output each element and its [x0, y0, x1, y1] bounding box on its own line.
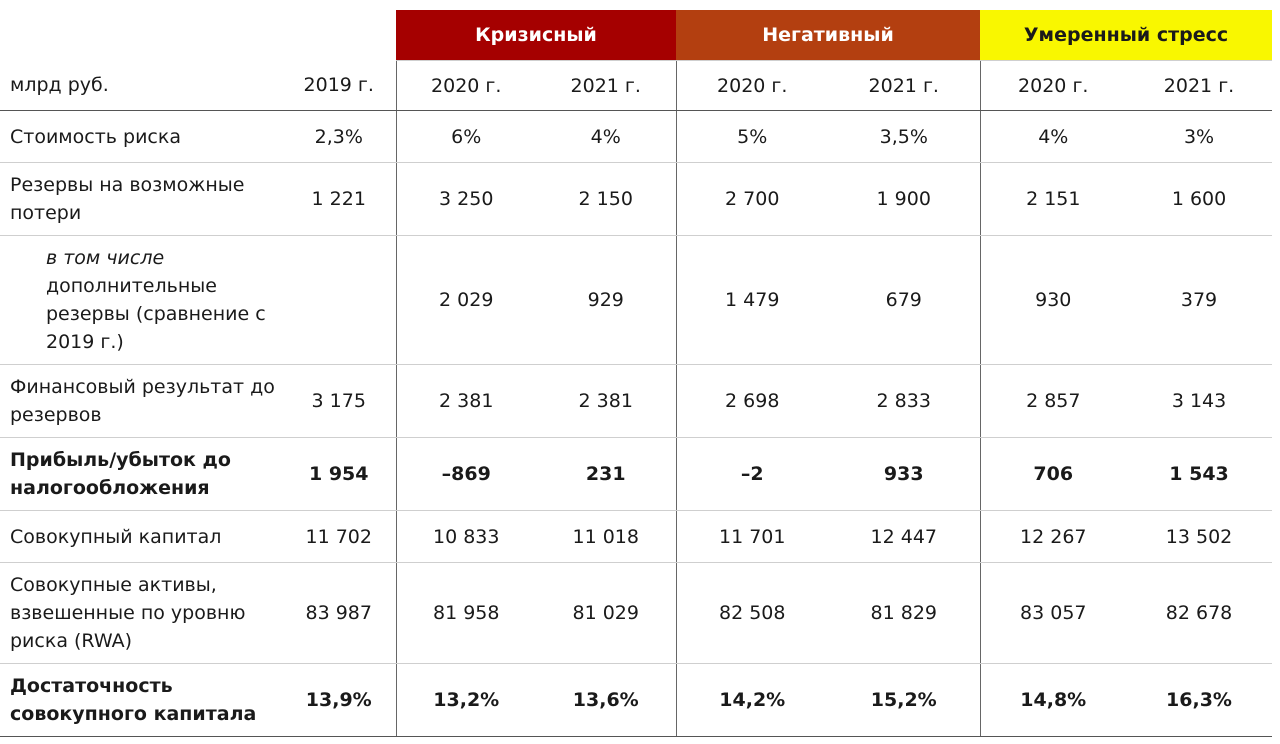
table-cell: 83 057 [979, 562, 1127, 664]
table-cell [282, 235, 396, 365]
table-cell: 2 833 [828, 364, 981, 438]
row-label-text: дополнительные резервы (сравнение с 2019… [46, 275, 266, 353]
table-cell: 5% [675, 110, 828, 163]
table-cell: 1 900 [828, 162, 981, 236]
empty-corner [0, 10, 282, 61]
table-cell: 82 508 [675, 562, 828, 664]
table-cell: 13 502 [1126, 510, 1273, 563]
table-cell: 379 [1126, 235, 1273, 365]
row-label: Резервы на возможные потери [0, 162, 282, 236]
negative-year-2021: 2021 г. [828, 60, 981, 111]
table-cell: 3,5% [828, 110, 981, 163]
table-cell: 11 701 [675, 510, 828, 563]
table-cell: 13,6% [536, 663, 676, 737]
table-cell: 2 150 [536, 162, 676, 236]
table-cell: 10 833 [395, 510, 536, 563]
row-label: Финансовый результат до резервов [0, 364, 282, 438]
empty-base [282, 10, 396, 61]
scenario-header-row: Кризисный Негативный Умеренный стресс [0, 10, 1273, 61]
row-label: Достаточность совокупного капитала [0, 663, 282, 737]
table-cell: 2 151 [979, 162, 1127, 236]
moderate-year-2021: 2021 г. [1126, 60, 1273, 111]
table-cell: 1 221 [282, 162, 396, 236]
table-cell: 16,3% [1126, 663, 1273, 737]
table-cell: 929 [536, 235, 676, 365]
table-cell: 12 267 [979, 510, 1127, 563]
table-cell: 2 381 [536, 364, 676, 438]
table-cell: –869 [395, 437, 536, 511]
table-cell: 3 143 [1126, 364, 1273, 438]
table-cell: 14,8% [979, 663, 1127, 737]
table-cell: 1 543 [1126, 437, 1273, 511]
table-cell: 679 [828, 235, 981, 365]
negative-year-2020: 2020 г. [675, 60, 828, 111]
table-cell: 15,2% [828, 663, 981, 737]
table-cell: 933 [828, 437, 981, 511]
table-row: Стоимость риска 2,3% 6% 4% 5% 3,5% 4% 3% [0, 110, 1273, 163]
table-cell: 2,3% [282, 110, 396, 163]
table-row: Резервы на возможные потери 1 221 3 250 … [0, 162, 1273, 236]
table-cell: 1 600 [1126, 162, 1273, 236]
table-cell: 3% [1126, 110, 1273, 163]
table-row: Совокупный капитал 11 702 10 833 11 018 … [0, 510, 1273, 563]
table-cell: 1 954 [282, 437, 396, 511]
table-cell: 2 857 [979, 364, 1127, 438]
table-cell: 14,2% [675, 663, 828, 737]
table-cell: 3 175 [282, 364, 396, 438]
table-cell: 231 [536, 437, 676, 511]
table-cell: 81 958 [395, 562, 536, 664]
table-cell: 4% [979, 110, 1127, 163]
table-cell: 706 [979, 437, 1127, 511]
table-cell: 82 678 [1126, 562, 1273, 664]
table-cell: –2 [675, 437, 828, 511]
year-header-row: млрд руб. 2019 г. 2020 г. 2021 г. 2020 г… [0, 60, 1273, 111]
crisis-year-2021: 2021 г. [536, 60, 676, 111]
table-cell: 2 698 [675, 364, 828, 438]
row-label: Совокупный капитал [0, 510, 282, 563]
table-cell: 2 381 [395, 364, 536, 438]
table-cell: 13,2% [395, 663, 536, 737]
table-cell: 11 018 [536, 510, 676, 563]
row-label: в том числе дополнительные резервы (сравн… [0, 235, 282, 365]
table-cell: 4% [536, 110, 676, 163]
table-row: Финансовый результат до резервов 3 175 2… [0, 364, 1273, 438]
table-cell: 12 447 [828, 510, 981, 563]
scenario-crisis: Кризисный [396, 10, 676, 61]
table-row: Достаточность совокупного капитала 13,9%… [0, 663, 1273, 737]
table-cell: 2 029 [395, 235, 536, 365]
row-label: Совокупные активы, взвешенные по уровню … [0, 562, 282, 664]
base-year: 2019 г. [282, 60, 396, 111]
table-cell: 13,9% [282, 663, 396, 737]
row-label-italic: в том числе [46, 247, 165, 269]
table-row: Прибыль/убыток до налогообложения 1 954 … [0, 437, 1273, 511]
table-cell: 1 479 [675, 235, 828, 365]
crisis-year-2020: 2020 г. [395, 60, 536, 111]
stress-test-table: Кризисный Негативный Умеренный стресс мл… [0, 10, 1273, 737]
scenario-moderate-stress: Умеренный стресс [980, 10, 1273, 61]
table-cell: 81 829 [828, 562, 981, 664]
table-cell: 6% [395, 110, 536, 163]
unit-label: млрд руб. [0, 60, 282, 111]
table-cell: 81 029 [536, 562, 676, 664]
table-row: в том числе дополнительные резервы (сравн… [0, 235, 1273, 365]
row-label: Прибыль/убыток до налогообложения [0, 437, 282, 511]
row-label: Стоимость риска [0, 110, 282, 163]
table-cell: 930 [979, 235, 1127, 365]
moderate-year-2020: 2020 г. [979, 60, 1127, 111]
table-cell: 11 702 [282, 510, 396, 563]
table-cell: 3 250 [395, 162, 536, 236]
table-cell: 83 987 [282, 562, 396, 664]
scenario-negative: Негативный [676, 10, 981, 61]
table-cell: 2 700 [675, 162, 828, 236]
table-row: Совокупные активы, взвешенные по уровню … [0, 562, 1273, 664]
